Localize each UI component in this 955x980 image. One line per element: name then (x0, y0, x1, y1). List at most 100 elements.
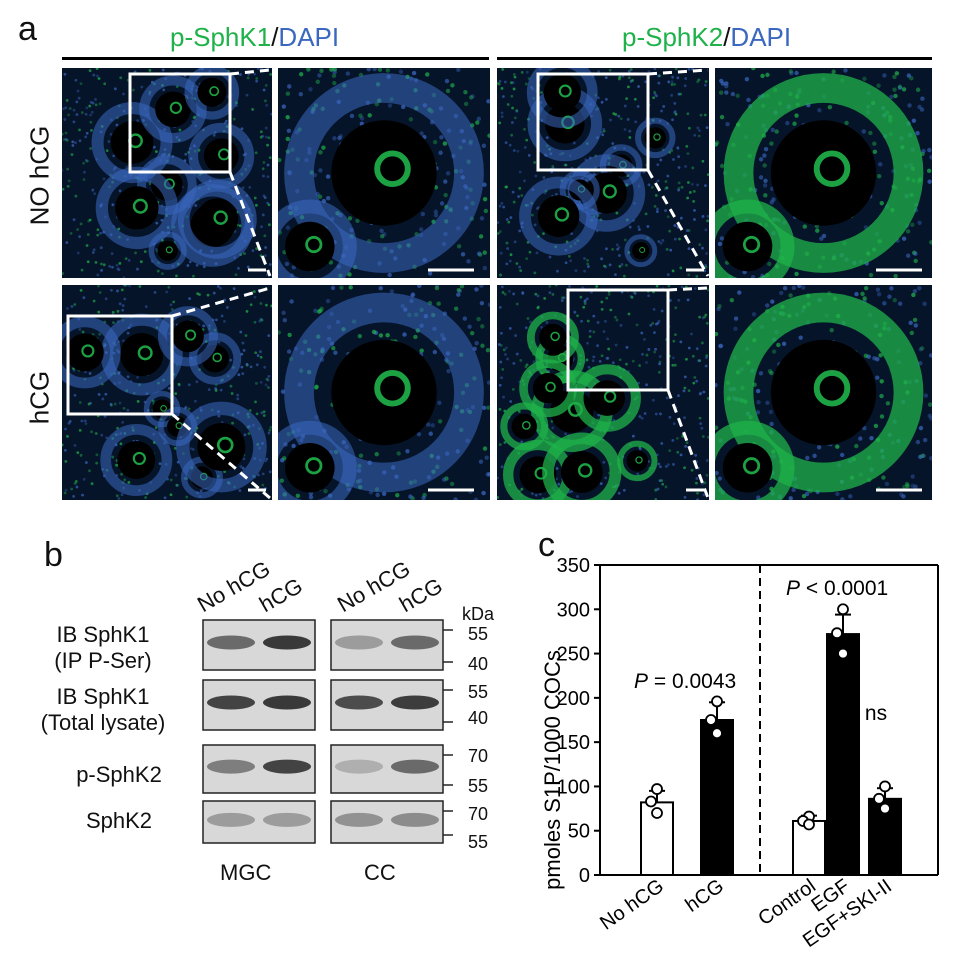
header-left-marker: p-SphK1 (170, 22, 272, 52)
follicles (715, 73, 924, 278)
mw-row1-bottom: 40 (468, 654, 489, 674)
mw-unit-label: kDa (462, 604, 495, 624)
western-blots (202, 619, 453, 844)
data-point (651, 807, 663, 819)
header-right-rule (497, 57, 932, 60)
zoom-line-3b (171, 412, 271, 500)
y-tick-label: 200 (557, 688, 590, 710)
s1p-bar-chart: pmoles S1P/1000 COCs 0 50 100 150 200 250 300 3… (540, 555, 939, 952)
blot-row-3-cc (330, 744, 444, 794)
blot-label-sphk2: SphK2 (85, 808, 153, 833)
data-point (879, 780, 891, 793)
bar-egf (826, 633, 860, 877)
zoom-line-4b (666, 389, 710, 499)
blot-row-1-mgc (202, 619, 316, 671)
inset-box-1 (128, 72, 232, 174)
blot-row-4-cc (330, 800, 444, 844)
blot-label-ip: IB SphK1 (IP P-Ser) (8, 622, 198, 674)
annotation-p-hcg-p: P (634, 670, 648, 693)
blot-label-psphk2: p-SphK2 (76, 762, 162, 787)
follicles (91, 68, 257, 270)
y-tick-label: 350 (557, 555, 590, 577)
blot-row-1-cc (330, 619, 444, 671)
mw-row2-top: 55 (468, 682, 489, 702)
annotation-p-egf: P < 0.0001 (786, 577, 888, 600)
micrograph-sphk2-hcg-zoom (715, 285, 932, 500)
blot-row-4-mgc (202, 800, 316, 844)
y-tick-label: 0 (579, 865, 590, 887)
y-tick-label: 100 (557, 776, 590, 798)
zoom-line-2b (646, 169, 710, 277)
header-right-stain: DAPI (730, 22, 792, 52)
micrograph-sphk2-nohcg-overview (497, 68, 709, 278)
annotation-p-hcg-value: = 0.0043 (648, 670, 736, 693)
micrograph-sphk1-nohcg-zoom (278, 68, 490, 278)
annotation-p-egf-p: P (786, 577, 800, 600)
panel-a-header-left: p-SphK1/DAPI (170, 22, 339, 53)
zoom-line-1b (228, 171, 272, 277)
blot-label-total-line2: (Total lysate) (40, 710, 166, 735)
bar-hcg (700, 719, 734, 876)
blot-label-ip-line2: (IP P-Ser) (54, 648, 152, 673)
data-point (879, 802, 891, 815)
blot-row-2-cc (330, 679, 444, 731)
zoom-line-4a (667, 286, 709, 292)
panel-b-letter: b (44, 536, 63, 574)
data-point (803, 818, 815, 831)
group-label-cc: CC (364, 860, 396, 885)
header-right-sep: / (723, 22, 731, 52)
data-point (651, 783, 663, 795)
zoom-overlay (66, 68, 922, 500)
mw-row4-bottom: 55 (468, 832, 489, 852)
micrograph-sphk1-hcg-zoom (278, 285, 490, 500)
data-point (837, 603, 849, 616)
panel-c-letter: c (538, 526, 555, 564)
y-tick-label: 300 (557, 599, 590, 621)
data-point (705, 714, 717, 726)
x-tick-label: hCG (682, 875, 728, 917)
zoom-line-1a (229, 68, 271, 76)
mw-row1-top: 55 (468, 624, 489, 644)
mw-row3-bottom: 55 (468, 776, 489, 796)
zoom-line-3a (171, 286, 271, 318)
header-left-stain: DAPI (278, 22, 340, 52)
bar-control (792, 819, 826, 877)
inset-box-2 (536, 72, 650, 172)
y-tick-label: 150 (557, 732, 590, 754)
group-label-mgc: MGC (220, 860, 272, 885)
chart-y-axis-label: pmoles S1P/1000 COCs (540, 650, 565, 890)
micrograph-sphk2-hcg-overview (497, 285, 709, 500)
micrograph-sphk1-hcg-overview (62, 285, 272, 500)
data-point (645, 795, 657, 808)
annotation-p-hcg: P = 0.0043 (634, 670, 736, 693)
annotation-ns: ns (865, 702, 887, 725)
data-point (831, 627, 843, 640)
blot-row-2-mgc (202, 679, 316, 731)
inset-box-3 (66, 314, 174, 416)
data-point (837, 647, 849, 660)
panel-a-letter: a (18, 10, 37, 48)
data-point (711, 695, 723, 708)
blot-row-3-mgc (202, 744, 316, 794)
blot-label-ip-line1: IB SphK1 (56, 622, 150, 647)
data-point (873, 792, 885, 805)
zoom-line-2a (647, 68, 709, 76)
blot-label-total: IB SphK1 (Total lysate) (8, 684, 198, 736)
y-tick-label: 250 (557, 644, 590, 666)
follicles (278, 292, 484, 500)
header-left-rule (62, 57, 489, 60)
y-tick-label: 50 (568, 821, 590, 843)
blot-label-total-line1: IB SphK1 (56, 684, 150, 709)
mw-row3-top: 70 (468, 746, 489, 766)
x-tick-label: No hCG (596, 875, 668, 934)
inset-box-4 (566, 288, 670, 392)
annotation-p-egf-value: < 0.0001 (800, 577, 888, 600)
mw-row2-bottom: 40 (468, 708, 489, 728)
follicles (715, 292, 924, 500)
header-left-sep: / (271, 22, 279, 52)
mw-row4-top: 70 (468, 804, 489, 824)
header-right-marker: p-SphK2 (622, 22, 724, 52)
micrograph-sphk2-nohcg-zoom (715, 68, 932, 278)
panel-a-header-right: p-SphK2/DAPI (622, 22, 791, 53)
follicles (519, 68, 676, 268)
